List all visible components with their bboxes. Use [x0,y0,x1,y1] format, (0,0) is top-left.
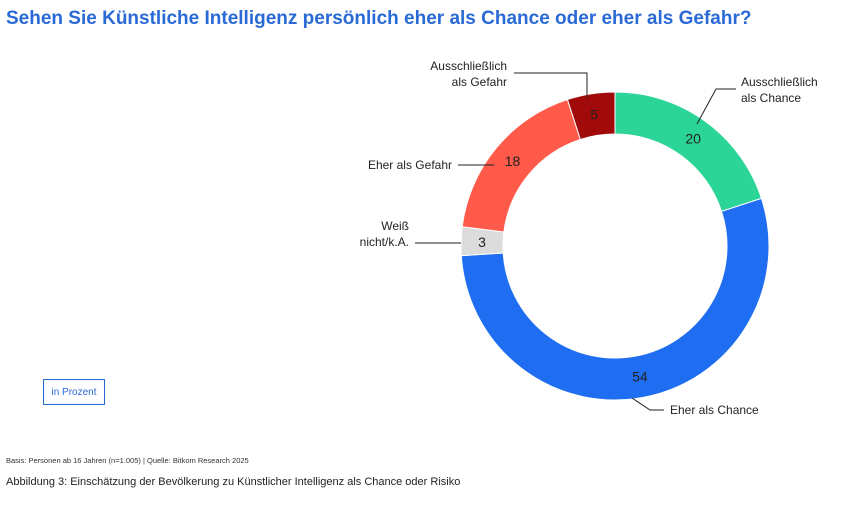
donut-slice-ausschliesslich-chance [614,91,763,213]
donut-slice-ausschliesslich-gefahr [566,91,616,141]
value-label-eher-gefahr: 18 [505,153,521,169]
source-note: Basis: Personen ab 16 Jahren (n=1.005) |… [6,456,249,465]
unit-badge: in Prozent [43,379,105,405]
category-label-ausschliesslich-chance: Ausschließlich als Chance [741,75,818,105]
category-label-ausschliesslich-gefahr: Ausschließlich als Gefahr [430,59,507,89]
donut-slice-eher-chance [460,197,770,401]
leader-line-ausschliesslich-chance [696,88,736,125]
category-label-eher-gefahr: Eher als Gefahr [368,158,452,172]
value-label-eher-chance: 54 [632,369,648,385]
chart-title: Sehen Sie Künstliche Intelligenz persönl… [6,8,752,29]
category-label-weiss-nicht: Weiß nicht/k.A. [360,219,409,249]
donut-slice-eher-gefahr [461,98,582,233]
value-label-weiss-nicht: 3 [478,234,486,250]
leader-line-ausschliesslich-gefahr [514,72,588,98]
leader-line-eher-chance [631,397,664,411]
value-label-ausschliesslich-gefahr: 5 [590,107,598,123]
value-label-ausschliesslich-chance: 20 [685,130,701,146]
category-label-eher-chance: Eher als Chance [670,403,759,417]
figure-caption: Abbildung 3: Einschätzung der Bevölkerun… [6,476,461,488]
